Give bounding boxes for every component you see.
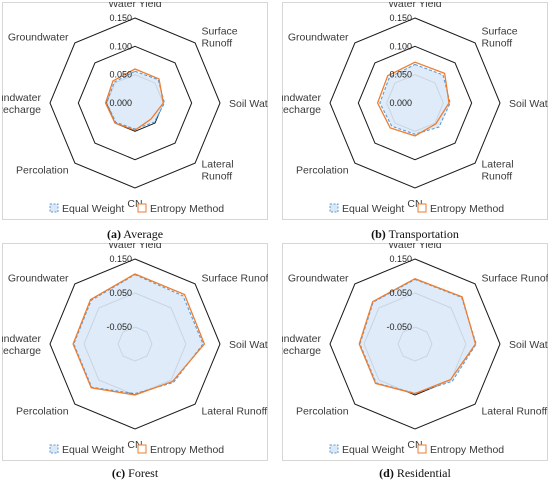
- tick-label: 0.150: [109, 13, 132, 23]
- caption-a: (a) Average: [2, 227, 268, 242]
- series-entropy-method: [358, 278, 477, 395]
- axis-label: GroundwaterRecharge: [2, 333, 41, 357]
- series-equal-weight: [379, 63, 451, 135]
- grid-ring: [49, 17, 221, 189]
- caption-c: (c) Forest: [2, 466, 268, 481]
- series-entropy-method: [376, 61, 450, 137]
- legend-swatch: [49, 203, 59, 213]
- axis-label: Groundwater: [8, 273, 69, 285]
- legend-entropy-method: Entropy Method: [417, 203, 504, 215]
- legend-label: Equal Weight: [62, 203, 124, 215]
- grid-ring: [329, 17, 501, 189]
- axis-label: Percolation: [16, 164, 69, 176]
- tick-label: 0.100: [389, 41, 412, 51]
- axis-label: Groundwater: [8, 32, 69, 44]
- legend-entropy-method: Entropy Method: [137, 203, 224, 215]
- axis-label: Groundwater: [288, 32, 349, 44]
- axis-label: GroundwaterRecharge: [2, 92, 41, 116]
- tick-label: 0.000: [109, 98, 132, 108]
- axis-label: Water Yield: [108, 243, 161, 251]
- tick-label: 0.100: [109, 41, 132, 51]
- axis-label: Percolation: [296, 164, 349, 176]
- legend-swatch: [137, 203, 147, 213]
- legend-swatch: [329, 203, 339, 213]
- legend-equal-weight: Equal Weight: [329, 203, 404, 215]
- legend-swatch: [417, 203, 427, 213]
- radar-chart-c: -0.050 0.050 0.150 Water Yield Surface Runof…: [2, 243, 268, 461]
- tick-label: 0.050: [109, 288, 132, 298]
- series-entropy-method: [104, 68, 165, 131]
- axis-label: Water Yield: [388, 2, 441, 10]
- axis-label: Lateral Runoff: [481, 405, 547, 417]
- axis-label: Surface Runoff: [481, 273, 548, 285]
- legend-equal-weight: Equal Weight: [329, 444, 404, 456]
- axis-label: Lateral Runoff: [201, 158, 233, 182]
- tick-label: -0.050: [106, 322, 132, 332]
- legend-equal-weight: Equal Weight: [49, 203, 124, 215]
- legend-swatch: [329, 444, 339, 454]
- legend-swatch: [49, 444, 59, 454]
- axis-label: Lateral Runoff: [481, 158, 513, 182]
- axis-label: Percolation: [16, 405, 69, 417]
- legend-entropy-method: Entropy Method: [137, 444, 224, 456]
- axis-label: Surface Runoff: [201, 273, 268, 285]
- axis-label: Soil Water: [229, 339, 268, 351]
- caption-letter-a: (a): [106, 227, 121, 241]
- tick-label: 0.050: [109, 70, 132, 80]
- radar-chart-b: 0.000 0.050 0.100 0.150 Water Yield Surface Ru…: [282, 2, 548, 220]
- caption-text-c: Forest: [128, 466, 159, 480]
- caption-text-b: Transportation: [388, 227, 459, 241]
- caption-text-d: Residential: [396, 466, 451, 480]
- radar-chart-d: -0.050 0.050 0.150 Water Yield Surface Runof…: [282, 243, 548, 461]
- tick-label: 0.050: [389, 288, 412, 298]
- axis-label: Water Yield: [108, 2, 161, 10]
- axis-label: Soil Water: [509, 339, 548, 351]
- axis-label: Surface Runoff: [481, 26, 517, 50]
- caption-letter-d: (d): [379, 466, 394, 480]
- caption-text-a: Average: [123, 227, 164, 241]
- legend-label: Entropy Method: [430, 444, 504, 456]
- legend-label: Entropy Method: [150, 203, 224, 215]
- grid-ring: [329, 258, 501, 430]
- chart-panel-a: 0.000 0.050 0.100 0.150 Water Yield Surface Ru…: [2, 2, 268, 240]
- legend-label: Equal Weight: [342, 444, 404, 456]
- chart-panel-d: -0.050 0.050 0.150 Water Yield Surface Runof…: [282, 243, 548, 481]
- axis-label: Groundwater: [288, 273, 349, 285]
- tick-label: 0.150: [109, 254, 132, 264]
- legend-swatch: [137, 444, 147, 454]
- grid-ring: [49, 258, 221, 430]
- legend-swatch: [417, 444, 427, 454]
- series-equal-weight: [73, 274, 204, 395]
- axis-label: Soil Water: [509, 98, 548, 110]
- tick-label: 0.000: [389, 98, 412, 108]
- chart-panel-b: 0.000 0.050 0.100 0.150 Water Yield Surface Ru…: [282, 2, 548, 240]
- legend-equal-weight: Equal Weight: [49, 444, 124, 456]
- chart-panel-c: -0.050 0.050 0.150 Water Yield Surface Runof…: [2, 243, 268, 481]
- tick-label: 0.150: [389, 13, 412, 23]
- caption-letter-b: (b): [371, 227, 386, 241]
- axis-label: Percolation: [296, 405, 349, 417]
- legend-label: Entropy Method: [430, 203, 504, 215]
- legend-label: Equal Weight: [62, 444, 124, 456]
- legend-label: Equal Weight: [342, 203, 404, 215]
- grid-ring: [357, 45, 473, 161]
- axis-label: Soil Water: [229, 98, 268, 110]
- tick-label: 0.150: [389, 254, 412, 264]
- tick-label: -0.050: [386, 322, 412, 332]
- legend-label: Entropy Method: [150, 444, 224, 456]
- grid-ring: [77, 45, 193, 161]
- series-entropy-method: [72, 273, 206, 396]
- axis-label: GroundwaterRecharge: [282, 333, 321, 357]
- radar-chart-a: 0.000 0.050 0.100 0.150 Water Yield Surface Ru…: [2, 2, 268, 220]
- caption-d: (d) Residential: [282, 466, 548, 481]
- axis-label: GroundwaterRecharge: [282, 92, 321, 116]
- axis-label: Lateral Runoff: [201, 405, 267, 417]
- caption-letter-c: (c): [111, 466, 126, 480]
- caption-b: (b) Transportation: [282, 227, 548, 242]
- legend-entropy-method: Entropy Method: [417, 444, 504, 456]
- axis-label: Surface Runoff: [201, 26, 237, 50]
- tick-label: 0.050: [389, 70, 412, 80]
- axis-label: Water Yield: [388, 243, 441, 251]
